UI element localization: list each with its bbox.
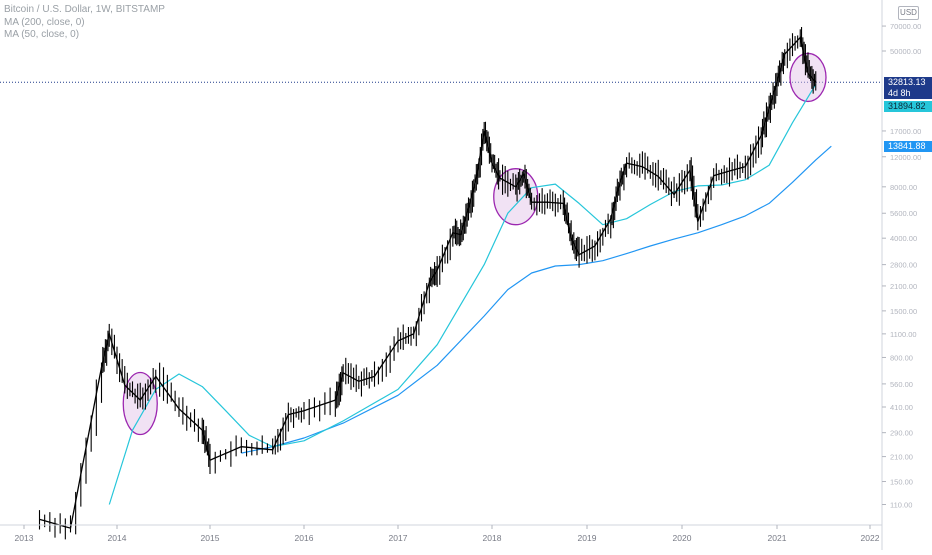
currency-button[interactable]: USD — [898, 6, 919, 20]
ma200-line — [241, 145, 832, 454]
y-tick-label: 50000.00 — [890, 47, 921, 56]
y-tick-label: 210.00 — [890, 453, 913, 462]
y-tick-label: 410.00 — [890, 403, 913, 412]
legend-ma200[interactable]: MA (200, close, 0) — [4, 16, 85, 28]
ma50-price-tag: 31894.82 — [884, 101, 932, 112]
last-price-tag: 32813.13 4d 8h — [884, 77, 932, 99]
ma200-price-tag: 13841.88 — [884, 141, 932, 152]
x-tick-label: 2021 — [768, 533, 787, 543]
y-tick-label: 70000.00 — [890, 22, 921, 31]
x-tick-label: 2016 — [295, 533, 314, 543]
bar-countdown: 4d 8h — [888, 88, 911, 98]
x-tick-label: 2014 — [108, 533, 127, 543]
x-axis-ticks: 2013 2014 2015 2016 2017 2018 2019 2020 2021 2022 — [15, 525, 880, 543]
y-tick-label: 110.00 — [890, 501, 912, 510]
chart-legend: Bitcoin / U.S. Dollar, 1W, BITSTAMP MA (… — [4, 4, 165, 42]
x-tick-label: 2015 — [201, 533, 220, 543]
x-tick-label: 2022 — [861, 533, 880, 543]
y-tick-label: 12000.00 — [890, 153, 921, 162]
y-axis-ticks: 70000.00 50000.00 17000.00 12000.00 8000.00 5… — [882, 22, 921, 510]
legend-ma50[interactable]: MA (50, close, 0) — [4, 29, 80, 40]
x-tick-label: 2017 — [389, 533, 408, 543]
x-tick-label: 2018 — [483, 533, 502, 543]
price-line — [39, 36, 817, 529]
y-tick-label: 290.00 — [890, 429, 913, 438]
x-tick-label: 2019 — [578, 533, 597, 543]
y-tick-label: 8000.00 — [890, 183, 917, 192]
x-tick-label: 2020 — [673, 533, 692, 543]
y-tick-label: 560.00 — [890, 380, 913, 389]
y-tick-label: 17000.00 — [890, 127, 921, 136]
y-tick-label: 800.00 — [890, 353, 913, 362]
ma200-group — [241, 145, 832, 454]
y-tick-label: 5600.00 — [890, 209, 917, 218]
y-tick-label: 2100.00 — [890, 282, 917, 291]
y-tick-label: 150.00 — [890, 478, 913, 487]
y-tick-label: 4000.00 — [890, 234, 917, 243]
y-tick-label: 2800.00 — [890, 261, 917, 270]
y-tick-label: 1100.00 — [890, 330, 917, 339]
legend-symbol[interactable]: Bitcoin / U.S. Dollar, 1W, BITSTAMP — [4, 4, 165, 15]
price-series-group — [38, 27, 817, 540]
y-tick-label: 1500.00 — [890, 307, 917, 316]
last-price-value: 32813.13 — [888, 77, 926, 87]
x-tick-label: 2013 — [15, 533, 34, 543]
